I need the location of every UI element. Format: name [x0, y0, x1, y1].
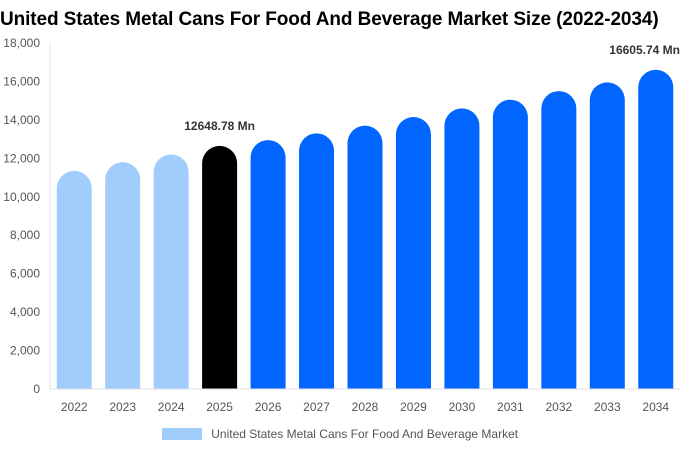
data-label: 16605.74 Mn	[609, 43, 680, 57]
legend-label: United States Metal Cans For Food And Be…	[211, 426, 519, 441]
y-tick-label: 16,000	[3, 74, 40, 88]
bar-2022	[56, 170, 92, 389]
x-tick-label: 2033	[594, 400, 621, 414]
bar-2033	[589, 82, 625, 390]
x-tick-label: 2027	[303, 400, 330, 414]
bar-2030	[444, 108, 480, 389]
x-tick-label: 2024	[158, 400, 185, 414]
x-tick-label: 2029	[400, 400, 427, 414]
x-tick-label: 2023	[109, 400, 136, 414]
x-tick-label: 2022	[61, 400, 88, 414]
data-label: 12648.78 Mn	[184, 119, 255, 133]
bars	[56, 69, 674, 390]
y-tick-label: 8,000	[10, 228, 40, 242]
data-labels: 12648.78 Mn 16605.74 Mn	[184, 43, 680, 133]
x-tick-label: 2030	[449, 400, 476, 414]
chart-title: United States Metal Cans For Food And Be…	[0, 9, 659, 30]
y-tick-label: 6,000	[10, 267, 40, 281]
x-tick-label: 2026	[255, 400, 282, 414]
x-axis: 2022 2023 2024 2025 2026 2027 2028 2029 2030 2031…	[50, 388, 680, 414]
y-tick-label: 2,000	[10, 344, 40, 358]
y-tick-label: 10,000	[3, 190, 40, 204]
bar-2028	[347, 125, 383, 389]
y-tick-label: 18,000	[3, 36, 40, 50]
x-tick-label: 2034	[642, 400, 669, 414]
bar-2023	[105, 162, 141, 389]
bar-2032	[541, 91, 577, 390]
y-tick-label: 4,000	[10, 305, 40, 319]
x-tick-label: 2028	[352, 400, 379, 414]
y-tick-label: 12,000	[3, 151, 40, 165]
bar-2027	[299, 133, 335, 389]
y-axis: 0 2,000 4,000 6,000 8,000 10,000 12,000 14,000 1…	[3, 36, 51, 396]
bar-2029	[395, 117, 431, 389]
bar-2024	[153, 154, 189, 389]
legend-swatch	[161, 427, 202, 440]
bar-2025	[202, 145, 238, 389]
bar-2031	[492, 99, 528, 389]
legend: United States Metal Cans For Food And Be…	[0, 426, 680, 441]
bar-2026	[250, 140, 286, 389]
bar-2034	[638, 69, 674, 389]
x-tick-label: 2032	[545, 400, 572, 414]
x-tick-label: 2025	[206, 400, 233, 414]
y-tick-label: 0	[33, 382, 40, 396]
y-tick-label: 14,000	[3, 113, 40, 127]
x-tick-label: 2031	[497, 400, 524, 414]
